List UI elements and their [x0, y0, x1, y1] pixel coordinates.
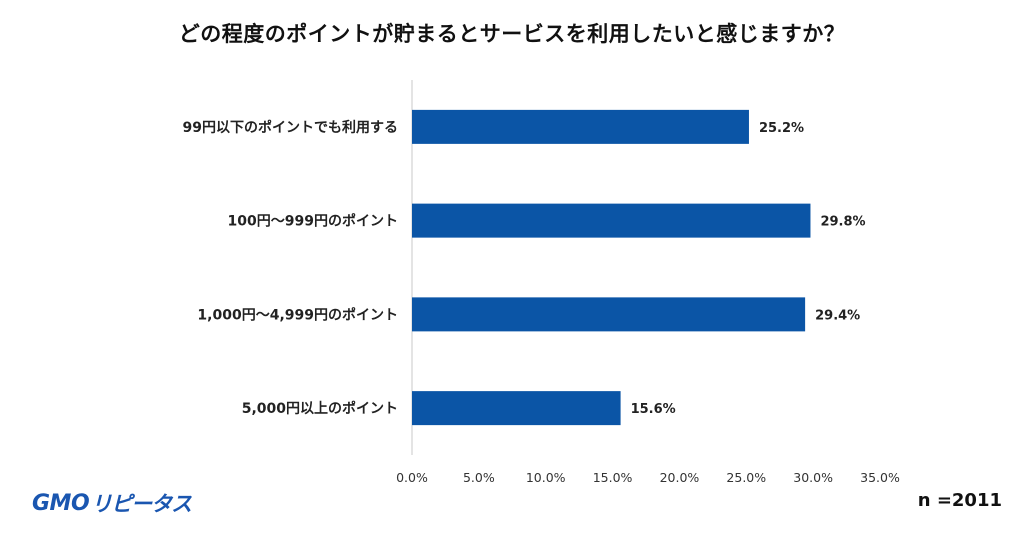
x-tick-label: 25.0% [726, 470, 766, 485]
brand-logo: GMO リピータス [32, 488, 192, 518]
x-tick-label: 30.0% [793, 470, 833, 485]
x-tick-label: 0.0% [396, 470, 428, 485]
category-label: 99円以下のポイントでも利用する [183, 119, 398, 136]
data-label: 15.6% [631, 402, 676, 417]
category-label: 5,000円以上のポイント [242, 400, 398, 417]
bar [412, 203, 811, 238]
data-label: 29.8% [820, 215, 865, 230]
bar [412, 297, 806, 332]
x-tick-label: 15.0% [593, 470, 633, 485]
chart-title: どの程度のポイントが貯まるとサービスを利用したいと感じますか？ [178, 22, 846, 46]
bar [412, 391, 621, 426]
data-label: 25.2% [759, 121, 804, 136]
sample-size-label: n =2011 [917, 490, 1002, 511]
bar [412, 109, 749, 144]
x-tick-label: 35.0% [860, 470, 900, 485]
x-tick-label: 10.0% [526, 470, 566, 485]
logo-gmo-text: GMO [32, 490, 90, 516]
logo-brand-text: リピータス [91, 492, 192, 516]
category-label: 1,000円〜4,999円のポイント [197, 306, 398, 323]
data-label: 29.4% [815, 308, 860, 323]
category-label: 100円〜999円のポイント [228, 213, 398, 230]
x-tick-label: 20.0% [660, 470, 700, 485]
x-tick-label: 5.0% [463, 470, 495, 485]
